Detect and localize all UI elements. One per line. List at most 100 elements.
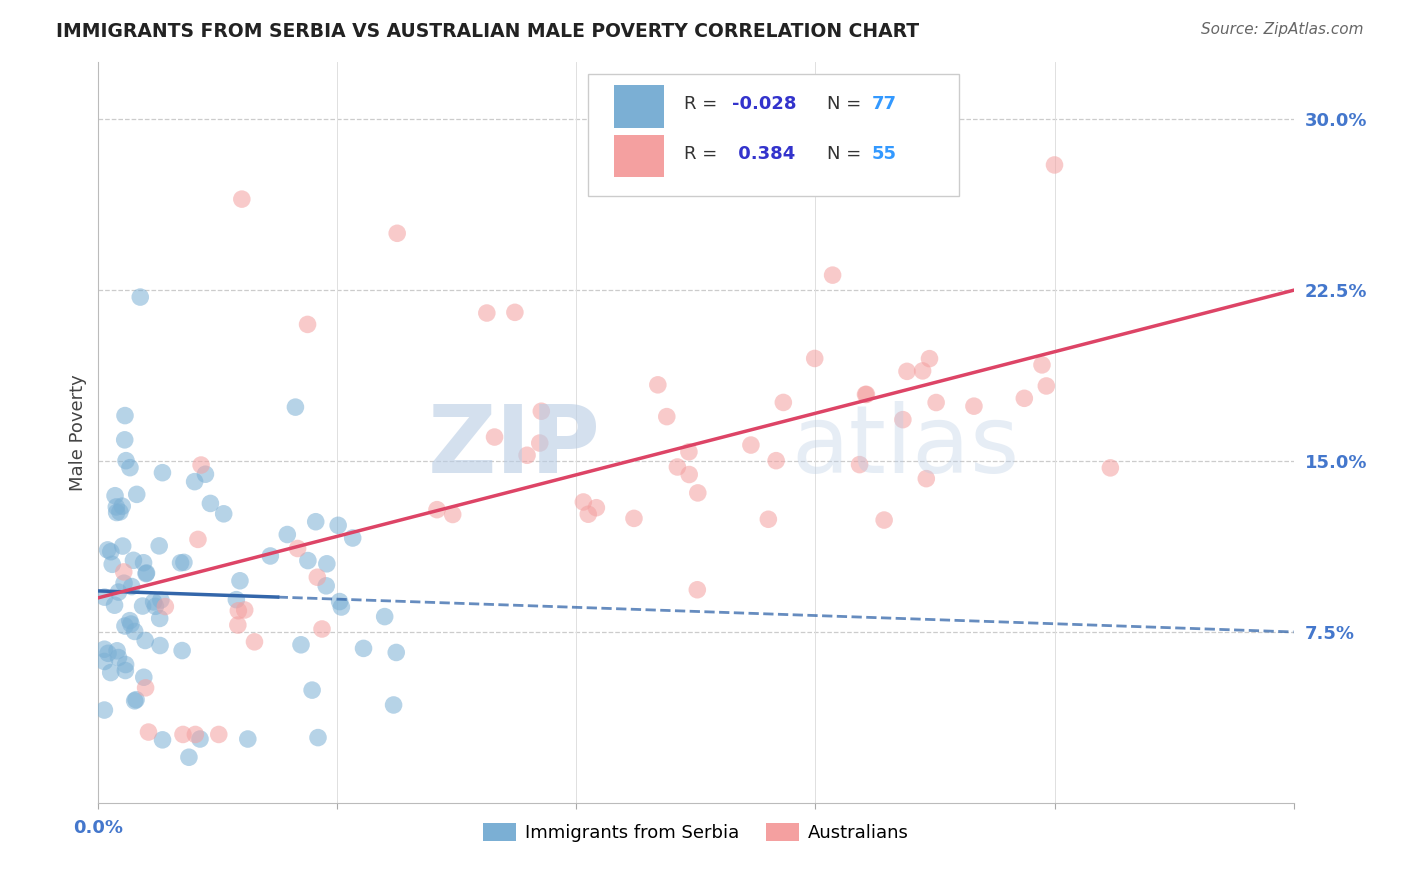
Point [576,507,599,521]
Point [115,453,138,467]
Point [93,703,115,717]
Point [132,556,155,570]
Point [135,566,157,581]
Point [114,409,136,423]
Point [236,731,259,746]
Point [821,268,844,282]
Legend: Immigrants from Serbia, Australians: Immigrants from Serbia, Australians [477,815,915,849]
Point [134,633,156,648]
Text: ZIP: ZIP [427,401,600,493]
Point [112,565,135,579]
Point [311,622,333,636]
Point [208,727,231,741]
Point [125,692,148,706]
Point [925,395,948,409]
Point [120,617,142,632]
Point [297,318,319,332]
Point [740,438,762,452]
Point [131,599,153,613]
Point [194,467,217,482]
Point [328,518,350,533]
Point [297,553,319,567]
FancyBboxPatch shape [613,135,664,178]
Point [426,502,449,516]
Point [118,460,141,475]
Point [686,582,709,597]
Point [114,433,136,447]
Point [129,290,152,304]
Point [678,445,700,459]
Point [623,511,645,525]
Point [226,618,249,632]
Point [385,645,408,659]
Point [585,500,607,515]
Point [97,646,120,660]
Point [105,644,128,658]
Point [152,466,174,480]
Point [114,657,136,672]
Point [441,508,464,522]
Point [307,731,329,745]
Point [329,594,352,608]
Point [93,590,115,604]
Point [855,387,877,401]
Point [353,641,375,656]
Point [97,542,120,557]
Point [385,227,409,241]
Point [100,545,122,559]
Point [148,539,170,553]
Point [529,436,551,450]
Text: 55: 55 [872,145,897,162]
Point [1031,358,1053,372]
Point [103,598,125,612]
Point [188,731,211,746]
Point [530,404,553,418]
Point [105,506,128,520]
Point [100,665,122,680]
Point [101,558,124,572]
Point [172,643,194,657]
Point [121,580,143,594]
Point [107,585,129,599]
Point [655,409,678,424]
Point [145,599,167,614]
Point [155,599,177,614]
Point [803,351,825,366]
Text: atlas: atlas [792,401,1019,493]
Point [187,533,209,547]
Point [124,694,146,708]
Point [503,305,526,319]
Point [678,467,700,482]
FancyBboxPatch shape [613,86,664,128]
Point [911,364,934,378]
Point [124,624,146,639]
Point [315,579,337,593]
Point [138,725,160,739]
FancyBboxPatch shape [589,73,959,195]
Point [896,364,918,378]
Point [1099,461,1122,475]
Text: Source: ZipAtlas.com: Source: ZipAtlas.com [1201,22,1364,37]
Point [173,555,195,569]
Point [484,430,506,444]
Point [374,609,396,624]
Point [104,489,127,503]
Point [114,664,136,678]
Point [647,377,669,392]
Point [756,512,779,526]
Point [107,650,129,665]
Point [132,670,155,684]
Point [290,638,312,652]
Point [259,549,281,563]
Point [231,192,253,206]
Point [287,541,309,556]
Point [915,472,938,486]
Point [307,570,329,584]
Point [152,732,174,747]
Point [93,655,115,669]
Point [142,595,165,609]
Point [122,553,145,567]
Point [114,619,136,633]
Point [572,495,595,509]
Point [284,400,307,414]
